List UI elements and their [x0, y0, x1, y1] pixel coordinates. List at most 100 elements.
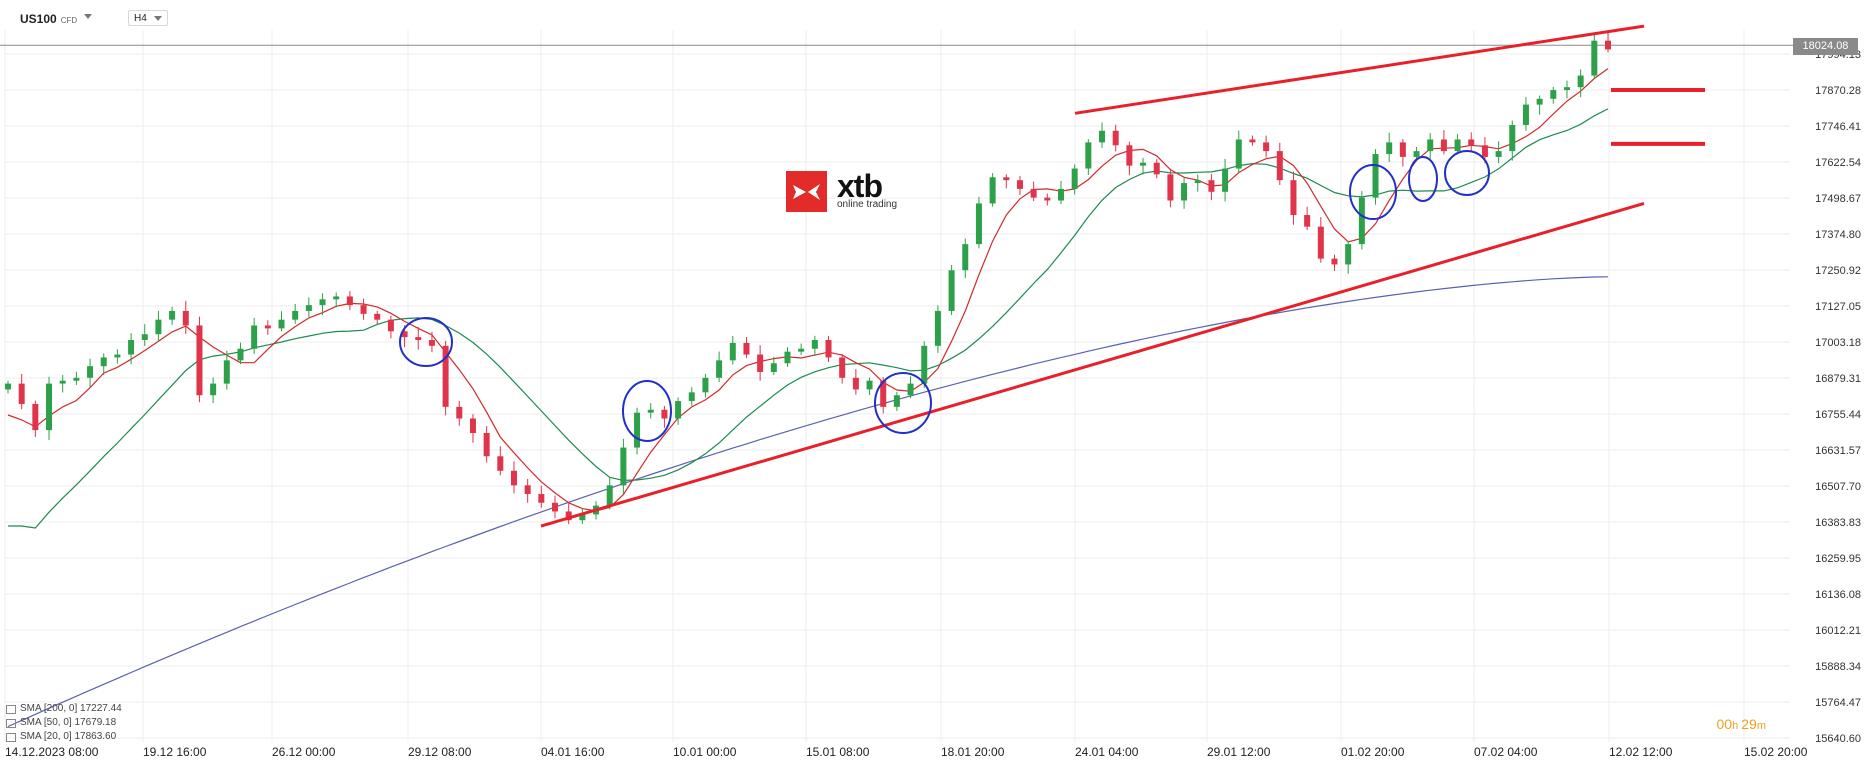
candle-body	[702, 377, 709, 393]
highlight-circle	[1408, 156, 1438, 202]
candle-body	[1276, 151, 1283, 181]
logo-tagline: online trading	[837, 199, 898, 210]
legend-sma-50[interactable]: SMA [50, 0] 17679.18	[6, 716, 122, 730]
candle-body	[552, 502, 559, 512]
candle-body	[1440, 139, 1447, 152]
y-tick-label: 17374.80	[1815, 229, 1861, 241]
candle-body	[688, 392, 695, 402]
x-tick-label: 04.01 16:00	[541, 745, 605, 759]
candle-body	[1522, 104, 1529, 125]
legend-sma-200[interactable]: SMA [200, 0] 17227.44	[6, 702, 122, 716]
legend-sma-20[interactable]: SMA [20, 0] 17863.60	[6, 730, 122, 744]
candles-layer	[5, 31, 1611, 525]
candle-body	[442, 345, 449, 407]
candle-body	[770, 363, 777, 372]
y-tick-label: 17127.05	[1815, 301, 1861, 313]
x-tick-label: 15.02 20:00	[1744, 745, 1808, 759]
candle-body	[579, 514, 586, 521]
highlight-circle	[399, 317, 453, 367]
candle-body	[565, 511, 572, 521]
x-tick-label: 19.12 16:00	[143, 745, 207, 759]
candle-body	[169, 310, 176, 320]
x-tick-label: 01.02 20:00	[1341, 745, 1405, 759]
indicator-legend: SMA [200, 0] 17227.44 SMA [50, 0] 17679.…	[6, 702, 122, 744]
candle-body	[1345, 244, 1352, 265]
y-tick-label: 16631.57	[1815, 445, 1861, 457]
candle-body	[1358, 197, 1365, 245]
candle-body	[1140, 162, 1147, 166]
candle-body	[46, 383, 53, 431]
candle-body	[1153, 162, 1160, 175]
x-tick-label: 14.12.2023 08:00	[5, 745, 99, 759]
candle-body	[469, 418, 476, 434]
candle-body	[880, 380, 887, 407]
y-tick-label: 15640.60	[1815, 733, 1861, 745]
candle-body	[182, 310, 189, 326]
y-tick-label: 16879.31	[1815, 373, 1861, 385]
candle-body	[59, 380, 66, 384]
candle-body	[1030, 188, 1037, 198]
chevron-down-icon[interactable]	[84, 14, 92, 19]
channel-lower-line	[540, 201, 1645, 528]
candle-body	[1427, 139, 1434, 152]
x-tick-label: 26.12 00:00	[272, 745, 336, 759]
settings-icon	[6, 732, 16, 742]
sma-200-line	[7, 276, 1609, 728]
candle-body	[1126, 145, 1133, 166]
chart-grid	[0, 30, 1795, 742]
candle-body	[1003, 177, 1010, 181]
x-tick-label: 18.01 20:00	[941, 745, 1005, 759]
candle-body	[716, 360, 723, 378]
x-tick-label: 29.01 12:00	[1207, 745, 1271, 759]
candle-body	[497, 456, 504, 471]
y-tick-label: 17250.92	[1815, 265, 1861, 277]
candle-body	[333, 296, 340, 300]
candle-body	[1591, 40, 1598, 76]
candle-body	[962, 244, 969, 271]
candle-body	[251, 325, 258, 349]
candle-body	[811, 340, 818, 349]
y-tick-label: 15888.34	[1815, 661, 1861, 673]
candle-body	[975, 203, 982, 245]
y-tick-label: 17003.18	[1815, 337, 1861, 349]
candle-body	[524, 485, 531, 495]
chevron-down-icon	[154, 16, 162, 21]
candle-body	[634, 412, 641, 448]
highlight-circle	[1444, 150, 1490, 196]
candle-body	[1304, 215, 1311, 227]
logo-brand: xtb	[837, 168, 883, 204]
candle-body	[1071, 168, 1078, 189]
candle-body	[989, 177, 996, 204]
candle-body	[647, 409, 654, 413]
candle-body	[866, 380, 873, 390]
candle-body	[305, 305, 312, 311]
candle-body	[87, 366, 94, 378]
y-axis: 17994.1317870.2817746.4117622.5417498.67…	[1815, 49, 1861, 745]
candle-body	[934, 310, 941, 346]
candle-body	[428, 340, 435, 346]
candle-body	[620, 447, 627, 486]
candle-body	[825, 340, 832, 358]
candle-body	[1167, 174, 1174, 201]
candle-body	[1235, 139, 1242, 169]
candle-body	[1399, 142, 1406, 157]
candle-body	[319, 299, 326, 306]
y-tick-label: 17870.28	[1815, 85, 1861, 97]
y-tick-label: 17746.41	[1815, 121, 1861, 133]
candle-body	[757, 354, 764, 372]
x-tick-label: 10.01 00:00	[673, 745, 737, 759]
candle-body	[278, 319, 285, 329]
candle-body	[1085, 142, 1092, 169]
candle-body	[18, 383, 25, 404]
symbol-selector[interactable]: US100 CFD	[20, 12, 77, 26]
candle-body	[210, 383, 217, 396]
symbol-name: US100	[20, 12, 57, 26]
candle-body	[415, 337, 422, 341]
timeframe-selector[interactable]: H4	[128, 10, 168, 26]
x-tick-label: 24.01 04:00	[1075, 745, 1139, 759]
candle-body	[1057, 188, 1064, 201]
candle-body	[839, 357, 846, 378]
candle-body	[784, 351, 791, 364]
candle-body	[128, 340, 135, 355]
